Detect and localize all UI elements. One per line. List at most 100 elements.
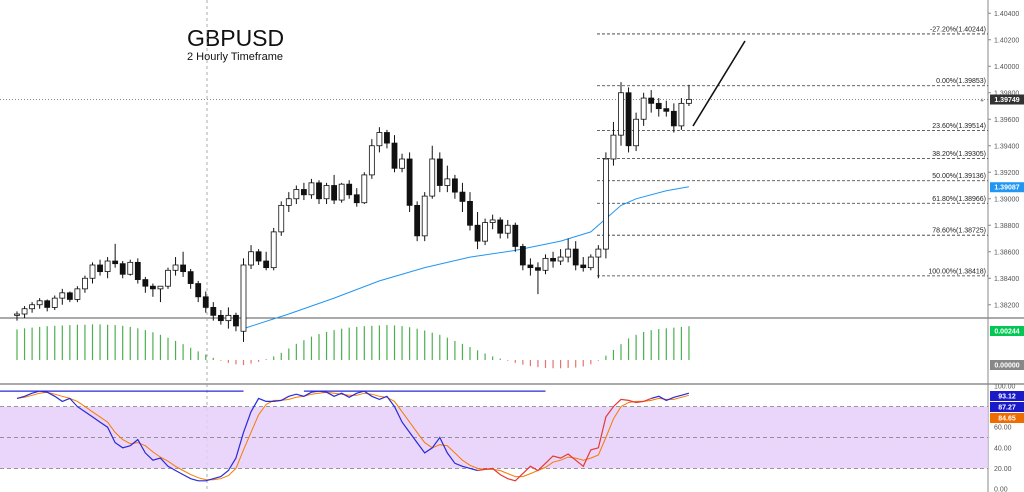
candle <box>467 192 473 231</box>
candle <box>618 82 624 146</box>
candle-body <box>467 200 473 226</box>
candle-body <box>670 110 677 127</box>
candle <box>376 127 383 153</box>
stoch-k2-badge-bg <box>990 402 1024 412</box>
candle <box>542 254 549 275</box>
stochastic-k-line-overbought <box>477 397 652 482</box>
candle <box>89 262 96 284</box>
candle-body <box>285 198 292 206</box>
candle-body <box>618 92 624 136</box>
candle <box>149 283 156 297</box>
candle <box>36 298 43 309</box>
candle <box>59 288 66 305</box>
candle-body <box>451 178 458 193</box>
candle <box>633 112 639 152</box>
candle <box>429 145 436 199</box>
candle-body <box>535 267 541 271</box>
candle-body <box>323 185 330 200</box>
candle-body <box>300 189 307 196</box>
current-price-badge-text: 1.39749 <box>994 97 1019 104</box>
osc-top-badge-text: 0.00244 <box>994 329 1019 336</box>
candle-body <box>255 251 262 262</box>
candle-body <box>149 285 156 290</box>
fib-level-label: 23.60%(1.39514) <box>932 123 986 130</box>
price-axis[interactable]: 1.40400 1.40200 1.40000 1.39800 1.39600 1.394… <box>980 11 1024 310</box>
fib-level-label: 78.60%(1.38725) <box>932 228 986 235</box>
candle-body <box>519 246 526 266</box>
candle <box>368 139 375 179</box>
price-tick-label: 1.39400 <box>994 143 1019 150</box>
candle <box>187 268 194 289</box>
candle-body <box>134 261 141 280</box>
candle-body <box>361 174 368 204</box>
candle <box>225 307 232 329</box>
candle-body <box>429 158 436 197</box>
candle-body <box>187 271 194 284</box>
osc-top-badge: 0.00244 <box>990 326 1024 336</box>
candle-body <box>104 260 111 273</box>
candle-body <box>421 195 428 237</box>
candle-body <box>610 134 617 160</box>
candle-body <box>210 306 217 316</box>
price-tick-label: 1.39000 <box>994 196 1019 203</box>
ma-price-badge-bg <box>990 182 1024 193</box>
candle-body <box>66 292 73 300</box>
candle-body <box>89 264 96 279</box>
candle <box>489 214 496 230</box>
crosshair-plus-icon: + <box>980 98 984 105</box>
candle <box>587 254 594 271</box>
candle <box>414 201 421 242</box>
candle <box>625 87 632 153</box>
candle-body <box>127 261 134 275</box>
candle <box>399 153 405 173</box>
candle <box>603 152 609 259</box>
candle-body <box>678 102 685 127</box>
candle <box>278 201 285 236</box>
candle <box>248 245 254 269</box>
stochastic-tick-label: 60.00 <box>994 425 1012 432</box>
candle-body <box>82 277 88 290</box>
candle <box>504 219 511 239</box>
candle-body <box>572 248 579 266</box>
candle-body <box>655 102 662 110</box>
candle-body <box>436 158 443 186</box>
ma-price-badge: 1.39087 <box>990 182 1024 193</box>
candle <box>255 249 262 265</box>
price-tick-label: 1.39800 <box>994 90 1019 97</box>
current-price-badge: 1.39749 <box>990 94 1024 105</box>
stoch-d-badge-bg <box>990 413 1024 423</box>
candle <box>686 84 692 106</box>
price-tick-label: 1.38800 <box>994 223 1019 230</box>
candle-body <box>580 264 587 269</box>
candle-body <box>595 248 602 258</box>
candle <box>648 90 655 113</box>
candle <box>331 174 338 205</box>
price-tick-label: 1.40000 <box>994 64 1019 71</box>
candlestick-series <box>14 82 692 342</box>
candle-body <box>459 191 466 202</box>
candle <box>338 182 345 203</box>
candle-body <box>217 314 224 322</box>
price-tick-label: 1.38400 <box>994 276 1019 283</box>
candle-body <box>414 204 421 237</box>
candle <box>51 295 58 311</box>
candle <box>142 276 149 293</box>
candle <box>21 306 28 318</box>
candle <box>233 312 239 332</box>
price-tick-label: 1.38600 <box>994 249 1019 256</box>
candle <box>323 182 330 205</box>
candle <box>474 212 481 250</box>
price-tick-label: 1.40400 <box>994 11 1019 18</box>
candle <box>202 291 209 313</box>
candle-body <box>240 264 247 332</box>
candle <box>119 261 126 279</box>
candle <box>263 251 270 271</box>
candle <box>421 192 428 242</box>
ma-price-badge-text: 1.39087 <box>994 185 1019 192</box>
candle <box>655 98 662 117</box>
candle <box>29 302 36 313</box>
candle-body <box>474 224 481 242</box>
candle-body <box>172 264 179 271</box>
candle <box>316 180 322 205</box>
candle <box>436 152 443 193</box>
